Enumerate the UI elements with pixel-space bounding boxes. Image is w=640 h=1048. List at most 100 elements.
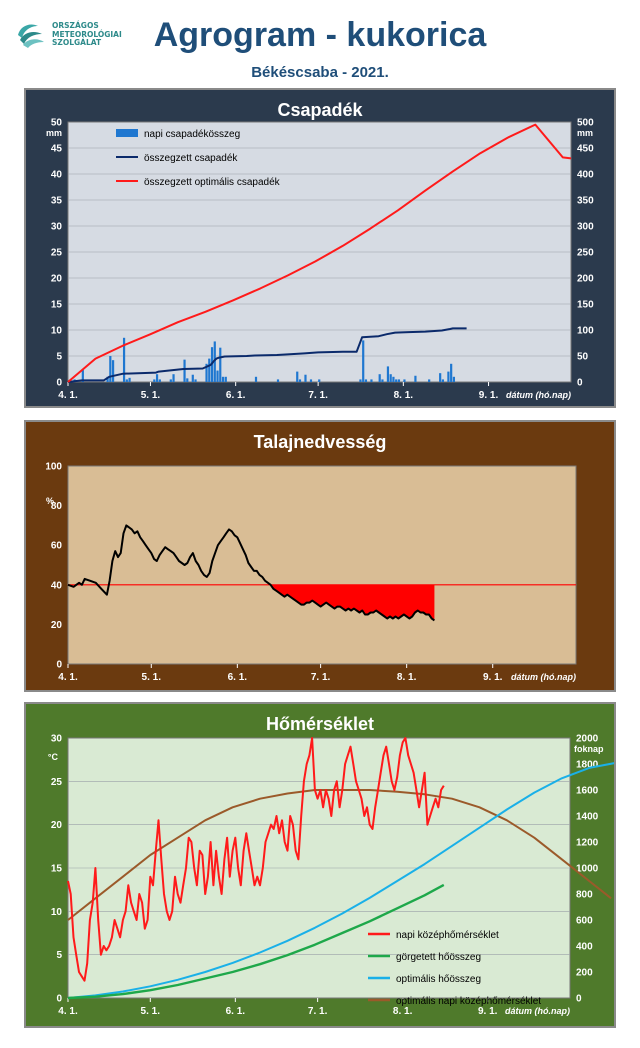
right-tick-label: 1200 xyxy=(576,838,599,849)
precip-bar xyxy=(381,379,384,382)
precip-bar xyxy=(362,340,365,382)
x-tick-label: 7. 1. xyxy=(308,1006,328,1017)
page-subtitle: Békéscsaba - 2021. xyxy=(251,64,389,81)
x-tick-label: 9. 1. xyxy=(483,672,503,683)
left-tick-label: 40 xyxy=(51,170,63,181)
left-tick-label: 40 xyxy=(51,580,63,591)
precip-bar xyxy=(216,370,219,382)
precip-bar xyxy=(403,379,406,382)
x-tick-label: 4. 1. xyxy=(58,390,78,401)
precip-bar xyxy=(169,379,172,382)
precip-bar xyxy=(111,360,115,382)
daily-mean-temp-line xyxy=(67,737,445,982)
x-axis-label: dátum (hó.nap) xyxy=(506,390,571,400)
y-unit: % xyxy=(46,496,54,506)
right-tick-label: 250 xyxy=(577,248,594,259)
precip-bar xyxy=(155,374,159,382)
x-tick-label: 6. 1. xyxy=(228,672,248,683)
optimal-heat-sum-line xyxy=(67,761,617,999)
legend-label: optimális napi középhőmérséklet xyxy=(396,996,541,1007)
right-tick-label: 450 xyxy=(577,144,594,155)
left-tick-label: 20 xyxy=(51,820,63,831)
precip-bar xyxy=(219,347,222,382)
precip-bar xyxy=(414,375,417,382)
left-tick-label: 50 xyxy=(51,118,63,129)
right-tick-label: 0 xyxy=(576,994,582,1005)
legend-label: napi csapadékösszeg xyxy=(144,129,240,140)
rolling-heat-sum-line xyxy=(67,883,445,1000)
left-tick-label: 20 xyxy=(51,274,63,285)
header: ORSZÁGOS METEOROLÓGIAI SZOLGÁLAT Agrogra… xyxy=(0,0,640,86)
temp-chart: Hőmérséklet 0 5 10 15 20 25 30 0 200 400 600 800 1000… xyxy=(26,704,617,1026)
precip-bar xyxy=(439,373,442,382)
left-tick-label: 5 xyxy=(56,950,62,961)
precip-bar xyxy=(125,379,128,382)
left-tick-label: 10 xyxy=(51,907,63,918)
precip-bar xyxy=(309,379,313,382)
x-tick-label: 7. 1. xyxy=(311,672,331,683)
legend-label: összegzett csapadék xyxy=(144,153,238,164)
page-title: Agrogram - kukorica xyxy=(153,16,487,54)
logo-line-3: SZOLGÁLAT xyxy=(52,38,102,47)
left-tick-label: 10 xyxy=(51,326,63,337)
precip-bar xyxy=(378,374,381,382)
precip-bar xyxy=(191,374,194,382)
precip-bar xyxy=(447,371,450,382)
cumulative-precip-line xyxy=(67,327,467,383)
precip-bar xyxy=(153,379,156,382)
legend-label: napi középhőmérséklet xyxy=(396,930,499,941)
precip-bar xyxy=(370,379,373,382)
precip-bar xyxy=(254,376,258,382)
precip-bar xyxy=(213,341,216,382)
left-tick-label: 30 xyxy=(51,734,63,745)
x-tick-label: 8. 1. xyxy=(397,672,417,683)
right-tick-label: 1600 xyxy=(576,786,599,797)
x-tick-label: 8. 1. xyxy=(393,1006,413,1017)
chart-title: Csapadék xyxy=(277,100,363,120)
left-tick-label: 30 xyxy=(51,222,63,233)
x-axis-label: dátum (hó.nap) xyxy=(511,672,576,682)
precip-bar xyxy=(208,358,211,382)
left-tick-label: 0 xyxy=(56,660,62,671)
precip-bar xyxy=(392,376,395,382)
x-tick-label: 5. 1. xyxy=(141,1006,161,1017)
left-tick-label: 80 xyxy=(51,501,63,512)
logo-line-2: METEOROLÓGIAI xyxy=(52,29,122,39)
left-tick-label: 60 xyxy=(51,541,63,552)
left-tick-label: 5 xyxy=(56,352,62,363)
right-tick-label: 500 xyxy=(577,118,594,129)
legend-label: optimális hőösszeg xyxy=(396,974,481,985)
precip-bar xyxy=(186,378,189,382)
left-tick-label: 0 xyxy=(56,378,62,389)
right-tick-label: 2000 xyxy=(576,734,599,745)
precip-bar xyxy=(298,379,302,382)
right-tick-label: 350 xyxy=(577,196,594,207)
right-tick-label: 50 xyxy=(577,352,589,363)
precip-bar xyxy=(395,379,398,382)
precip-bar xyxy=(128,377,131,382)
precip-bar xyxy=(397,379,401,382)
precip-bar xyxy=(450,363,453,382)
plot-area xyxy=(67,465,577,665)
x-tick-label: 7. 1. xyxy=(308,390,328,401)
right-tick-label: 400 xyxy=(576,942,593,953)
legend-label: görgetett hőösszeg xyxy=(396,952,481,963)
precip-bar xyxy=(359,379,362,382)
soil-chart: Talajnedvesség 0 20 40 60 80 100% 4. 1. 5. 1. 6. … xyxy=(26,422,614,690)
legend-swatch-bar xyxy=(116,129,138,137)
legend-label: összegzett optimális csapadék xyxy=(144,177,281,188)
soil-moisture-line xyxy=(67,524,435,622)
x-tick-label: 5. 1. xyxy=(142,672,162,683)
left-tick-label: 45 xyxy=(51,144,63,155)
precip-bar xyxy=(296,371,299,382)
precip-bar xyxy=(441,379,445,382)
omsz-logo: ORSZÁGOS METEOROLÓGIAI SZOLGÁLAT xyxy=(14,18,124,58)
precip-bar xyxy=(224,376,227,382)
precip-bar xyxy=(122,337,126,382)
right-tick-label: 0 xyxy=(577,378,583,389)
precip-bar xyxy=(183,359,186,382)
right-tick-label: 150 xyxy=(577,300,594,311)
chart-title: Hőmérséklet xyxy=(266,714,374,734)
left-tick-label: 100 xyxy=(45,462,62,473)
left-tick-label: 20 xyxy=(51,620,63,631)
